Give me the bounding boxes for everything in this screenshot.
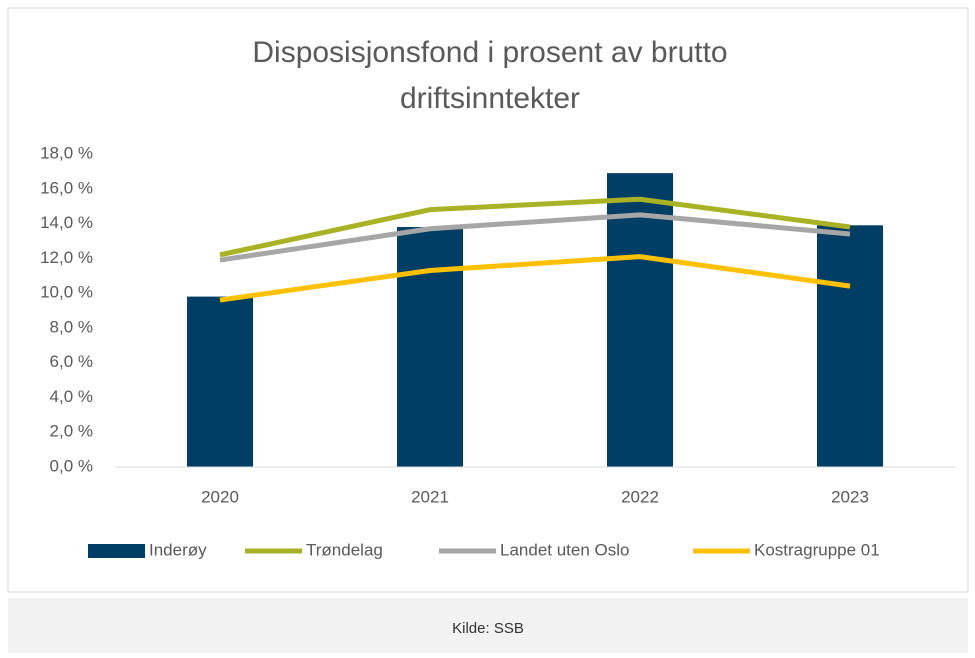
x-tick-label: 2021: [411, 487, 449, 506]
y-tick-label: 18,0 %: [40, 143, 93, 162]
legend-label: Landet uten Oslo: [500, 540, 629, 559]
x-tick-label: 2023: [831, 487, 869, 506]
legend-swatch: [88, 544, 145, 558]
bar: [817, 225, 883, 467]
chart-frame: [7, 7, 969, 593]
line-series: [219, 196, 851, 258]
legend-label: Kostragruppe 01: [754, 540, 880, 559]
y-tick-label: 12,0 %: [40, 248, 93, 267]
source: Kilde: SSB: [452, 620, 524, 637]
y-tick-label: 14,0 %: [40, 213, 93, 232]
line-series: [219, 212, 851, 263]
x-tick-label: 2022: [621, 487, 659, 506]
y-tick-label: 8,0 %: [50, 317, 93, 336]
line-series: [219, 254, 851, 303]
legend-label: Trøndelag: [306, 540, 383, 559]
bar: [607, 173, 673, 467]
y-tick-label: 2,0 %: [50, 422, 93, 441]
y-tick-label: 16,0 %: [40, 178, 93, 197]
source-box: [8, 598, 968, 653]
y-tick-label: 4,0 %: [50, 387, 93, 406]
bar: [187, 296, 253, 467]
y-tick-label: 10,0 %: [40, 283, 93, 302]
bar: [397, 227, 463, 467]
y-tick-label: 0,0 %: [50, 456, 93, 475]
chart-title: Disposisjonsfond i prosent av brutto dri…: [252, 36, 728, 115]
x-tick-label: 2020: [201, 487, 239, 506]
legend-label: Inderøy: [149, 540, 207, 559]
y-tick-label: 6,0 %: [50, 352, 93, 371]
